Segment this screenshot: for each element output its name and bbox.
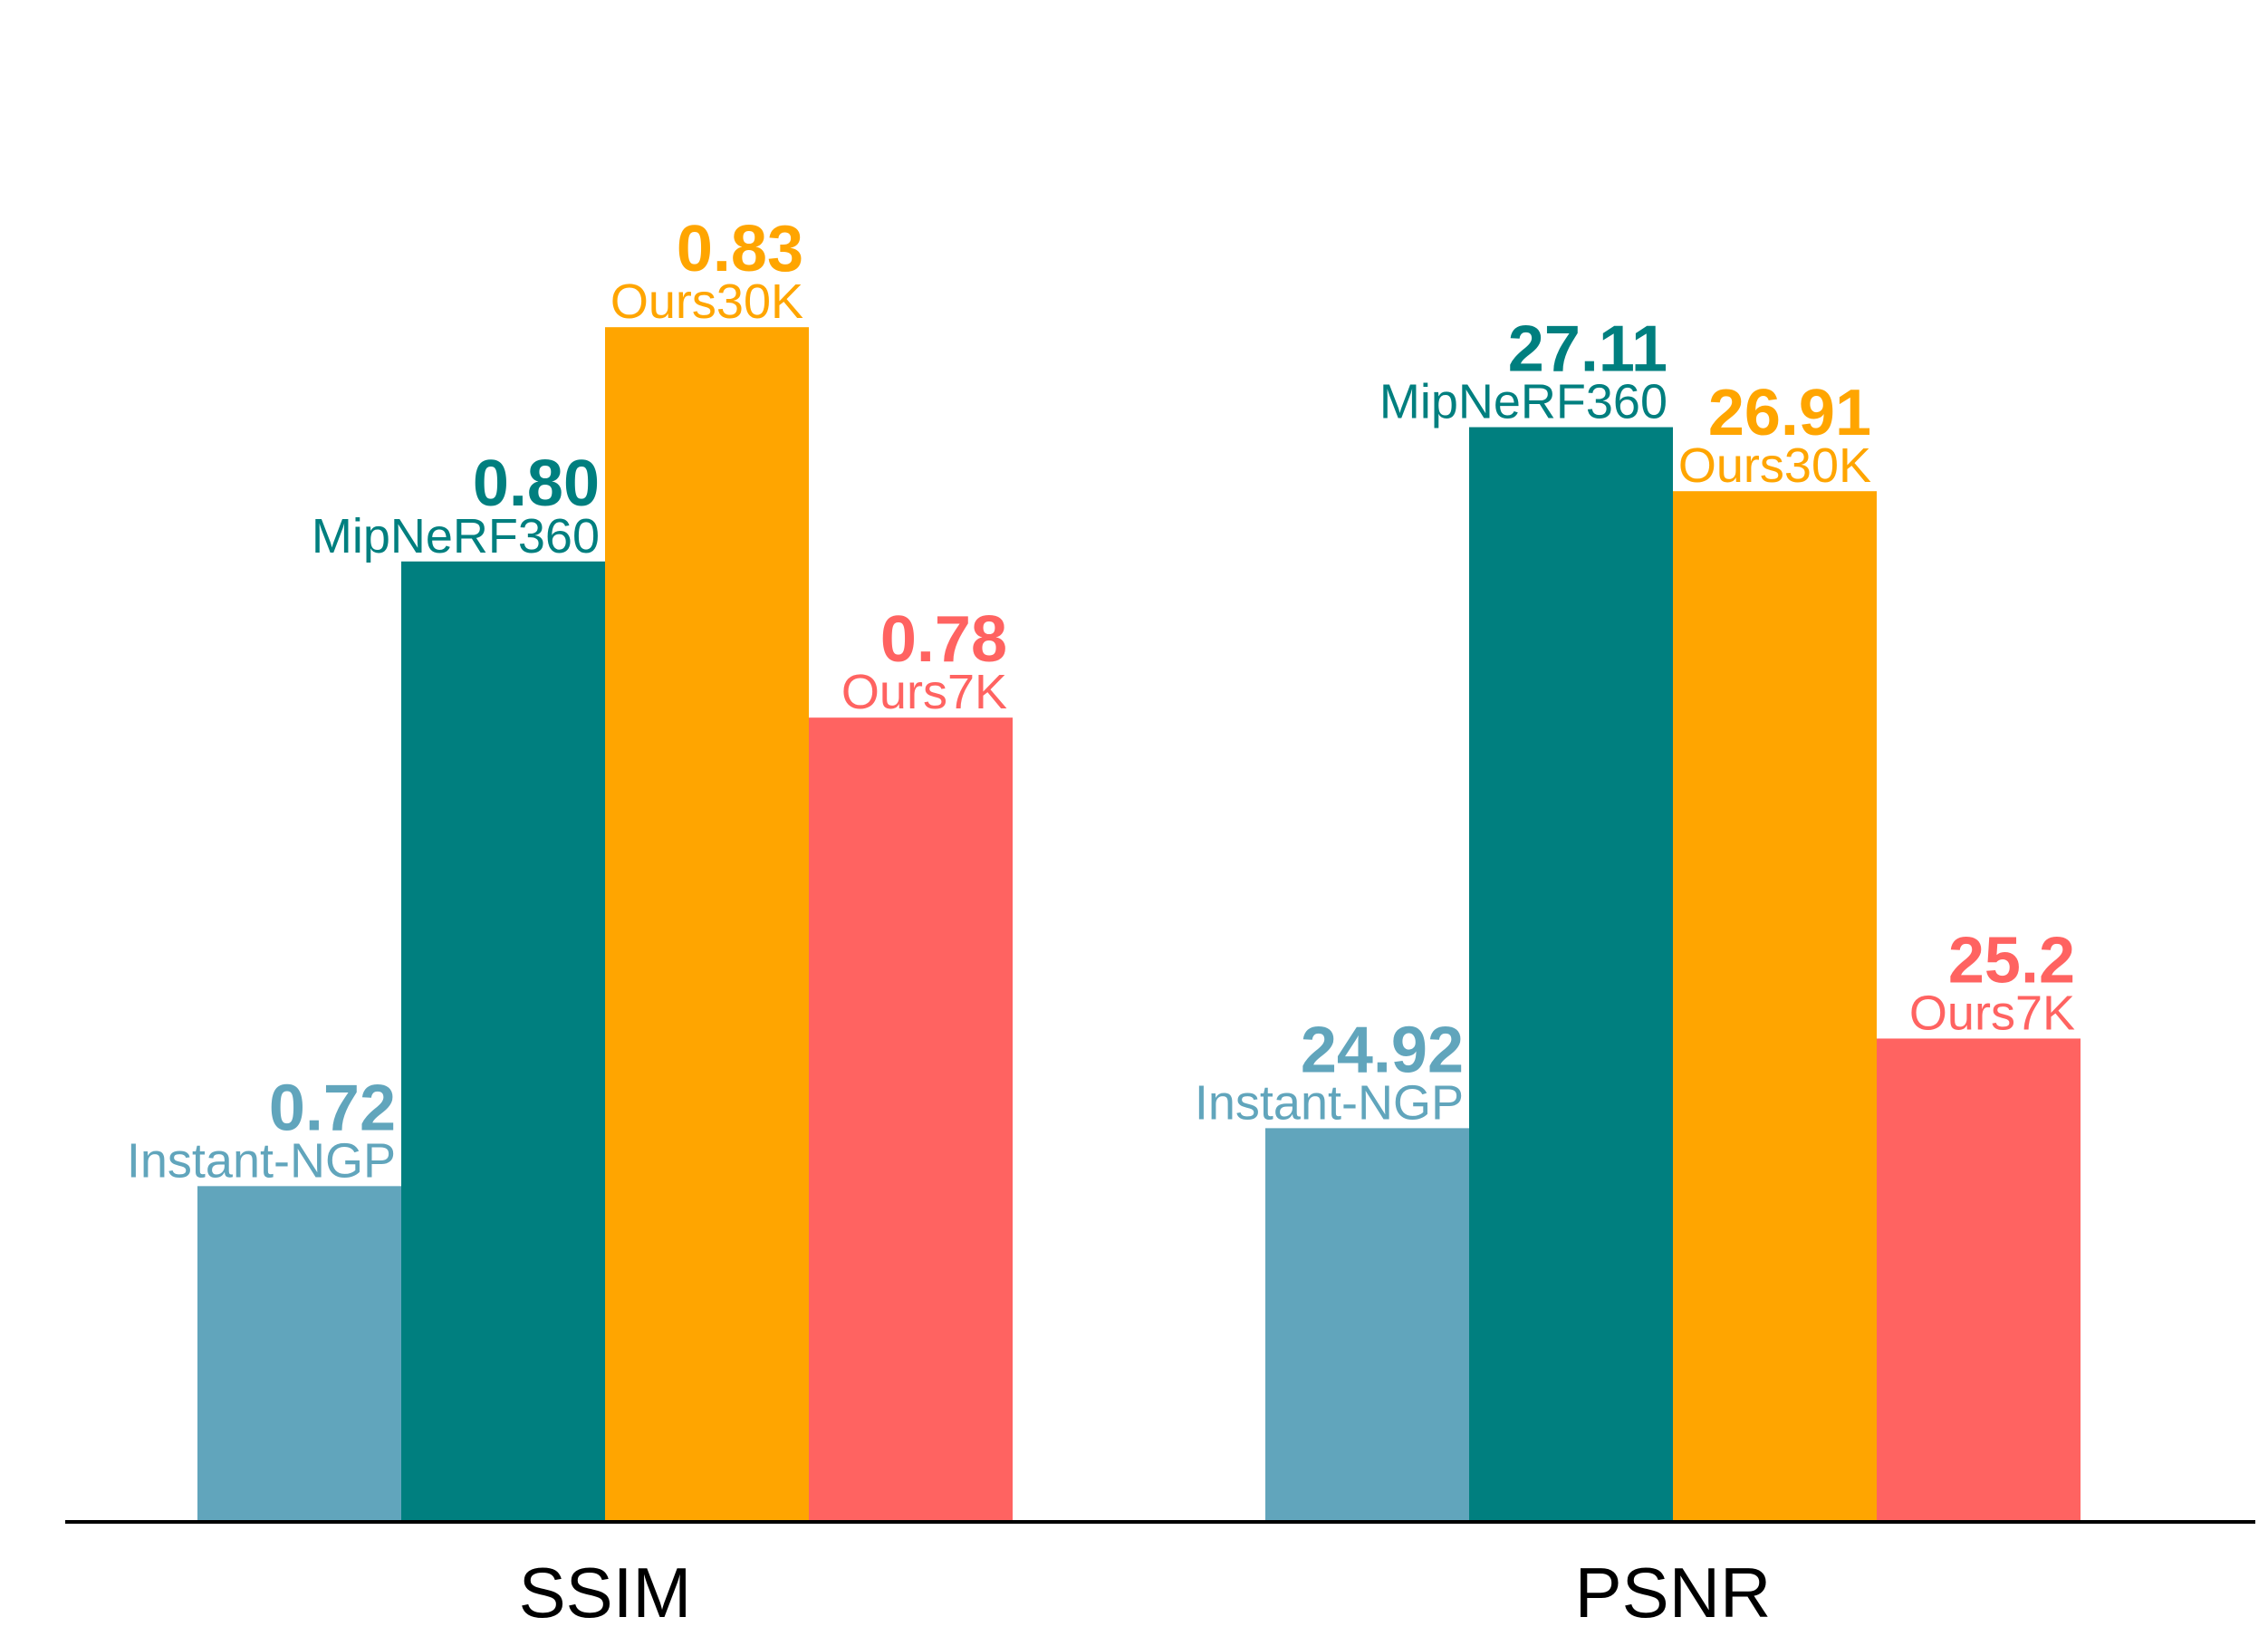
series-label-psnr-mipnerf360: MipNeRF360 <box>1379 375 1667 429</box>
bar-ssim-ours30k <box>605 327 809 1522</box>
category-label-ssim: SSIM <box>519 1553 692 1632</box>
series-label-psnr-ours30k: Ours30K <box>1678 438 1871 493</box>
value-label-ssim-mipnerf360: 0.80 <box>473 448 600 520</box>
bar-psnr-ours30k <box>1673 491 1877 1523</box>
series-label-ssim-instant-ngp: Instant-NGP <box>127 1133 396 1188</box>
series-label-ssim-ours30k: Ours30K <box>610 274 803 329</box>
bar-ssim-instant-ngp <box>197 1186 401 1522</box>
category-label-psnr: PSNR <box>1575 1553 1772 1632</box>
value-label-ssim-ours7k: 0.78 <box>880 603 1007 676</box>
value-label-ssim-ours30k: 0.83 <box>677 213 803 285</box>
series-label-ssim-ours7k: Ours7K <box>841 665 1007 719</box>
bar-psnr-ours7k <box>1877 1038 2081 1522</box>
value-label-ssim-instant-ngp: 0.72 <box>269 1072 396 1144</box>
value-label-psnr-mipnerf360: 27.11 <box>1508 313 1667 386</box>
value-label-psnr-ours7k: 25.2 <box>1948 924 2075 996</box>
series-label-psnr-ours7k: Ours7K <box>1909 986 2075 1040</box>
bar-psnr-instant-ngp <box>1265 1128 1469 1522</box>
value-label-psnr-ours30k: 26.91 <box>1708 377 1871 449</box>
value-label-psnr-instant-ngp: 24.92 <box>1301 1014 1464 1086</box>
bar-ssim-ours7k <box>809 717 1013 1522</box>
series-label-psnr-instant-ngp: Instant-NGP <box>1195 1075 1464 1130</box>
bar-psnr-mipnerf360 <box>1469 427 1673 1522</box>
bar-ssim-mipnerf360 <box>401 561 605 1522</box>
series-label-ssim-mipnerf360: MipNeRF360 <box>312 509 600 563</box>
